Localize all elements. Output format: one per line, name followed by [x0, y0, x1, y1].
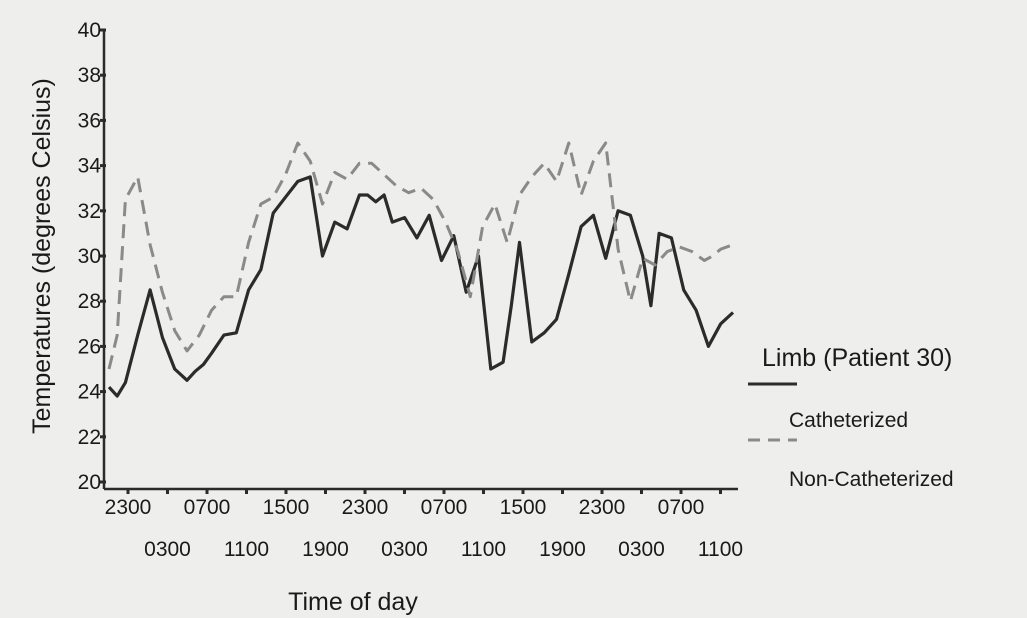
x-axis-title: Time of day [288, 588, 418, 616]
y-ticks: 20 22 24 26 28 30 32 34 36 38 40 [78, 19, 106, 494]
y-tick-label: 24 [78, 381, 102, 404]
y-tick-label: 36 [78, 109, 101, 132]
y-tick-label: 38 [78, 64, 101, 87]
x-tick-label: 0300 [381, 538, 428, 561]
x-tick-label: 1500 [263, 496, 310, 519]
legend-label-non-catheterized: Non-Catheterized [789, 468, 954, 491]
y-tick-label: 22 [78, 426, 101, 449]
y-tick-label: 32 [78, 200, 101, 223]
x-tick-label: 1900 [539, 538, 586, 561]
legend: Limb (Patient 30) Catheterized Non-Cathe… [748, 344, 954, 491]
series-line-catheterized [107, 175, 735, 398]
x-tick-label: 2300 [342, 496, 389, 519]
x-tick-label: 1500 [500, 496, 547, 519]
y-tick-label: 26 [78, 335, 101, 358]
x-tick-label: 0700 [421, 496, 468, 519]
series-group [107, 141, 735, 398]
x-tick-label: 1100 [698, 538, 743, 561]
y-tick-label: 28 [78, 290, 101, 313]
legend-title: Limb (Patient 30) [762, 344, 952, 372]
x-tick-label: 1100 [461, 538, 506, 561]
y-tick-label: 34 [78, 155, 102, 178]
x-ticks: 2300 0300 0700 1100 1500 1900 2300 0300 0700 1100… [105, 488, 743, 561]
x-tick-label: 2300 [579, 496, 626, 519]
y-axis-title: Temperatures (degrees Celsius) [28, 78, 56, 434]
legend-label-catheterized: Catheterized [789, 409, 908, 432]
series-line-non-catheterized [107, 141, 734, 370]
x-tick-label: 1900 [302, 538, 349, 561]
x-tick-label: 0300 [618, 538, 665, 561]
x-tick-label: 0700 [184, 496, 231, 519]
x-tick-label: 1100 [224, 538, 269, 561]
y-tick-label: 30 [78, 245, 101, 268]
y-tick-label: 40 [78, 19, 101, 42]
x-tick-label: 2300 [105, 496, 152, 519]
x-tick-label: 0700 [658, 496, 705, 519]
y-tick-label: 20 [78, 471, 101, 494]
x-tick-label: 0300 [144, 538, 191, 561]
